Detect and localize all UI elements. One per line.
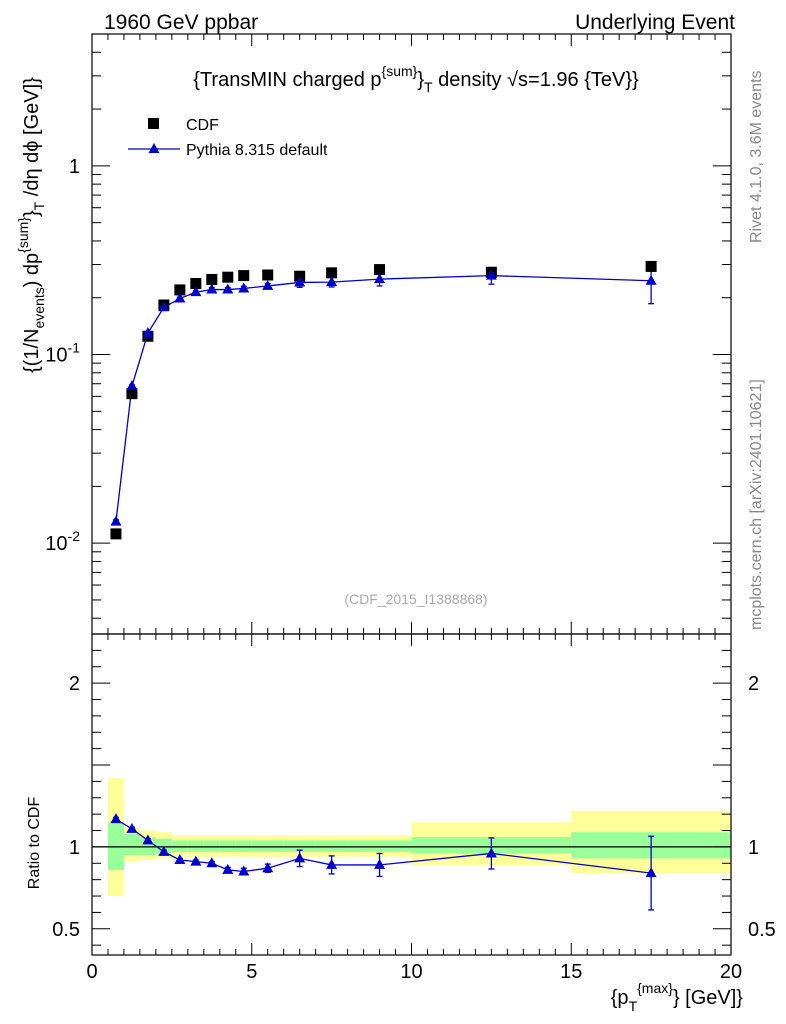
ratio-data-point bbox=[158, 845, 170, 856]
analysis-id-label: (CDF_2015_I1388868) bbox=[344, 591, 487, 607]
cdf-data-point bbox=[326, 267, 338, 279]
legend: CDF Pythia 8.315 default bbox=[128, 117, 328, 159]
mc-data-point bbox=[294, 276, 306, 287]
ratio-band-inner bbox=[235, 840, 252, 852]
ratio-band-inner bbox=[203, 840, 220, 852]
main-title: {TransMIN charged p{sum}}T density √s=1.… bbox=[193, 63, 639, 95]
mc-data-point bbox=[174, 292, 186, 303]
ratio-band-inner bbox=[171, 840, 188, 852]
header-analysis-label: Underlying Event bbox=[575, 11, 735, 34]
mc-data-point bbox=[374, 273, 386, 284]
cdf-data-point bbox=[262, 269, 274, 281]
ratio-band-inner bbox=[315, 840, 348, 852]
x-tick-label: 10 bbox=[400, 961, 422, 983]
ratio-data-point bbox=[222, 863, 234, 874]
main-y-axis-label: {(1/Nevents) dp{sum}}T /dη dϕ [GeV]} bbox=[15, 77, 47, 373]
rivet-version-label: Rivet 4.1.0, 3.6M events bbox=[748, 70, 765, 243]
ratio-data-point bbox=[142, 834, 154, 845]
mc-data-point bbox=[262, 279, 274, 290]
ratio-data-point bbox=[174, 854, 186, 865]
ratio-data-point bbox=[645, 867, 657, 878]
ratio-data-point bbox=[326, 858, 338, 869]
ratio-y-tick-label: 2 bbox=[69, 673, 80, 695]
ratio-data-point bbox=[294, 852, 306, 863]
cdf-data-point bbox=[238, 270, 250, 282]
x-tick-label: 20 bbox=[720, 961, 742, 983]
ratio-data-point bbox=[206, 857, 218, 868]
mc-data-point bbox=[326, 276, 338, 287]
ratio-y-tick-label: 0.5 bbox=[748, 919, 776, 941]
ratio-band-inner bbox=[123, 833, 140, 856]
ratio-band-inner bbox=[219, 840, 236, 852]
cdf-data-point bbox=[126, 388, 138, 400]
ratio-band-inner bbox=[187, 840, 204, 852]
ratio-y-axis-label: Ratio to CDF bbox=[26, 797, 43, 890]
cdf-data-point bbox=[174, 284, 186, 296]
y-tick-label: 1 bbox=[69, 156, 80, 178]
x-tick-label: 0 bbox=[86, 961, 97, 983]
mc-data-point bbox=[238, 282, 250, 293]
cdf-data-point bbox=[645, 260, 657, 272]
ratio-y-tick-label: 1 bbox=[69, 837, 80, 859]
ratio-band-inner bbox=[251, 840, 284, 852]
cdf-data-point bbox=[206, 273, 218, 285]
mc-data-point bbox=[190, 286, 202, 297]
header-energy-label: 1960 GeV ppbar bbox=[104, 11, 258, 34]
x-axis-label: {pT{max}} [GeV]} bbox=[611, 980, 744, 1014]
mcplots-reference-label: mcplots.cern.ch [arXiv:2401.10621] bbox=[748, 379, 765, 630]
mc-data-point bbox=[206, 283, 218, 294]
ratio-data-point bbox=[238, 865, 250, 876]
ratio-data-point bbox=[262, 862, 274, 873]
ratio-data-point bbox=[374, 858, 386, 869]
mc-data-point bbox=[126, 380, 138, 391]
mc-data-point bbox=[110, 515, 122, 526]
cdf-data-point bbox=[374, 264, 386, 276]
legend-cdf-marker bbox=[148, 118, 159, 129]
legend-pythia-marker bbox=[148, 143, 160, 153]
x-tick-label: 5 bbox=[246, 961, 257, 983]
y-tick-label: 10-1 bbox=[45, 340, 80, 367]
ratio-band-inner bbox=[347, 840, 412, 852]
x-tick-label: 15 bbox=[560, 961, 582, 983]
cdf-data-point bbox=[110, 528, 122, 540]
mc-data-point bbox=[485, 269, 497, 280]
y-tick-label: 10-2 bbox=[45, 528, 80, 555]
main-panel: {TransMIN charged p{sum}}T density √s=1.… bbox=[15, 33, 732, 635]
ratio-data-point bbox=[485, 847, 497, 858]
legend-pythia-label: Pythia 8.315 default bbox=[186, 142, 328, 159]
mc-data-point bbox=[142, 327, 154, 338]
mc-data-point bbox=[645, 274, 657, 285]
ratio-panel: Ratio to CDF {pT{max}} [GeV]} 0 5 10 15 20 2 2… bbox=[26, 633, 776, 1014]
ratio-band-inner bbox=[139, 837, 156, 856]
cdf-data-point bbox=[190, 277, 202, 289]
ratio-y-tick-label: 1 bbox=[748, 837, 759, 859]
cdf-data-point bbox=[294, 270, 306, 282]
ratio-data-point bbox=[110, 813, 122, 824]
mc-data-point bbox=[222, 283, 234, 294]
ratio-y-tick-label: 0.5 bbox=[52, 919, 80, 941]
ratio-band-inner bbox=[107, 822, 124, 870]
ratio-data-point bbox=[190, 855, 202, 866]
ratio-data-point bbox=[126, 822, 138, 833]
legend-cdf-label: CDF bbox=[186, 117, 219, 134]
ratio-y-tick-label: 2 bbox=[748, 673, 759, 695]
cdf-data-point bbox=[222, 271, 234, 283]
ratio-band-inner bbox=[283, 840, 316, 852]
mc-data-point bbox=[158, 301, 170, 312]
